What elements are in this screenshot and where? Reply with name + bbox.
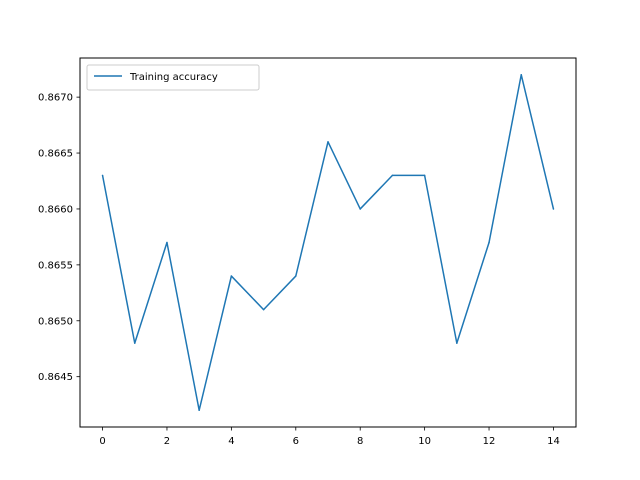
legend: Training accuracy <box>86 64 260 91</box>
data-point <box>327 141 329 143</box>
x-tick-label: 14 <box>547 436 560 447</box>
data-point <box>262 308 265 311</box>
x-tick-label: 0 <box>99 436 105 447</box>
y-tick-label: 0.8650 <box>38 316 73 327</box>
x-tick-label: 10 <box>418 436 431 447</box>
data-point <box>101 174 104 177</box>
series-layer <box>101 74 555 411</box>
data-point <box>230 275 233 277</box>
data-point <box>552 208 555 210</box>
data-point <box>488 241 490 244</box>
legend-label: Training accuracy <box>129 72 218 83</box>
x-tick-label: 2 <box>164 436 170 447</box>
x-tick-label: 12 <box>483 436 496 447</box>
data-point <box>295 275 297 277</box>
legend-box <box>86 64 260 91</box>
y-axis: 0.8645 0.8650 0.8655 0.8660 0.8665 0.8670 <box>38 93 80 383</box>
y-tick-label: 0.8655 <box>38 260 73 271</box>
x-axis: 0 2 4 6 8 10 12 14 <box>99 427 560 447</box>
x-tick-label: 8 <box>357 436 363 447</box>
data-point <box>423 174 426 177</box>
data-point <box>456 342 458 344</box>
y-tick-label: 0.8660 <box>38 204 73 215</box>
plot-frame <box>79 57 577 428</box>
data-point <box>391 174 394 177</box>
x-tick-label: 4 <box>228 436 234 447</box>
y-tick-label: 0.8645 <box>38 372 73 383</box>
y-tick-label: 0.8670 <box>38 93 73 104</box>
data-point <box>359 208 361 210</box>
y-tick-label: 0.8665 <box>38 149 73 160</box>
data-point <box>134 342 136 344</box>
x-tick-label: 6 <box>293 436 299 447</box>
data-point <box>520 74 522 76</box>
data-point <box>166 241 168 244</box>
data-point <box>198 409 200 411</box>
